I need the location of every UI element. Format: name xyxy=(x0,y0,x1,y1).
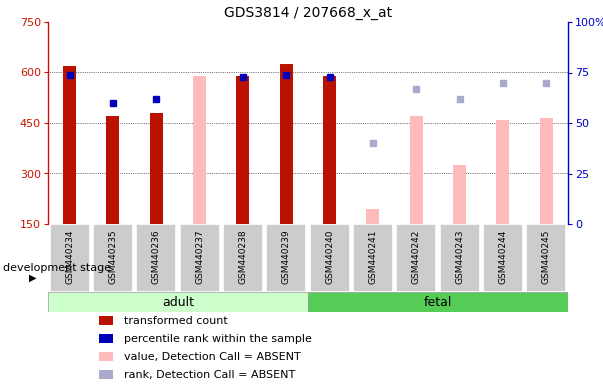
Text: GSM440244: GSM440244 xyxy=(499,230,508,284)
Bar xyxy=(540,118,553,224)
Title: GDS3814 / 207668_x_at: GDS3814 / 207668_x_at xyxy=(224,6,392,20)
Bar xyxy=(99,352,113,361)
Text: percentile rank within the sample: percentile rank within the sample xyxy=(124,334,312,344)
Bar xyxy=(496,120,510,224)
Bar xyxy=(353,224,393,292)
Bar xyxy=(49,224,90,292)
Bar xyxy=(99,316,113,325)
Bar xyxy=(136,224,176,292)
Bar xyxy=(453,165,466,224)
Bar xyxy=(236,76,250,224)
Bar xyxy=(367,209,379,224)
Text: transformed count: transformed count xyxy=(124,316,227,326)
Text: GSM440242: GSM440242 xyxy=(412,230,421,284)
Text: GSM440243: GSM440243 xyxy=(455,229,464,284)
Bar xyxy=(63,66,76,224)
Bar xyxy=(223,224,263,292)
Bar xyxy=(280,64,293,224)
Bar xyxy=(193,76,206,224)
Text: GSM440241: GSM440241 xyxy=(368,229,377,284)
Bar xyxy=(48,292,308,312)
Text: ▶: ▶ xyxy=(29,273,37,283)
Bar xyxy=(323,76,336,224)
Text: GSM440237: GSM440237 xyxy=(195,229,204,284)
Bar xyxy=(396,224,436,292)
Bar xyxy=(107,116,119,224)
Bar xyxy=(483,224,523,292)
Bar xyxy=(93,224,133,292)
Bar xyxy=(310,224,350,292)
Text: fetal: fetal xyxy=(424,296,452,308)
Text: adult: adult xyxy=(162,296,194,308)
Bar xyxy=(440,224,479,292)
Bar xyxy=(526,224,566,292)
Bar xyxy=(99,334,113,343)
Text: GSM440235: GSM440235 xyxy=(109,229,118,284)
Text: GSM440238: GSM440238 xyxy=(239,229,247,284)
Bar xyxy=(308,292,568,312)
Bar xyxy=(267,224,306,292)
Text: GSM440245: GSM440245 xyxy=(542,229,551,284)
Bar xyxy=(150,113,163,224)
Text: development stage: development stage xyxy=(3,263,111,273)
Bar xyxy=(99,370,113,379)
Bar xyxy=(180,224,219,292)
Text: rank, Detection Call = ABSENT: rank, Detection Call = ABSENT xyxy=(124,370,295,380)
Text: GSM440236: GSM440236 xyxy=(152,229,161,284)
Text: GSM440234: GSM440234 xyxy=(65,229,74,284)
Text: GSM440240: GSM440240 xyxy=(325,229,334,284)
Text: value, Detection Call = ABSENT: value, Detection Call = ABSENT xyxy=(124,352,300,362)
Bar xyxy=(410,116,423,224)
Text: GSM440239: GSM440239 xyxy=(282,229,291,284)
